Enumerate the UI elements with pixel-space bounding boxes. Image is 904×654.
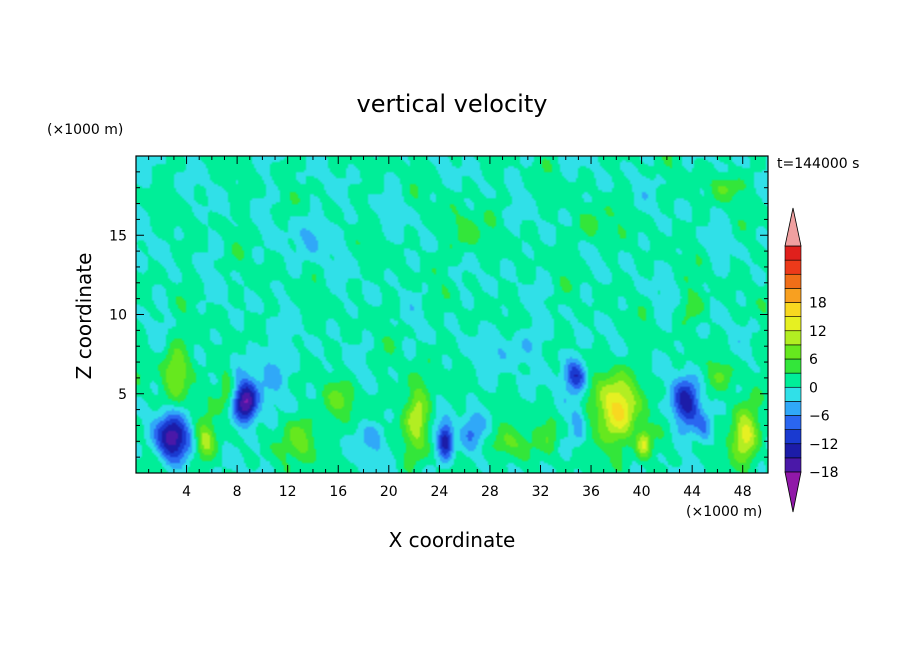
colorbar-tick-label: 0	[809, 380, 818, 396]
y-axis-title: Z coordinate	[72, 253, 96, 380]
colorbar-bin	[784, 358, 802, 374]
colorbar: 18 12 6 0 −6 −12 −18	[784, 207, 839, 513]
colorbar-bin	[784, 273, 802, 289]
velocity-field-heatmap	[136, 156, 768, 473]
x-tick-label: 20	[380, 484, 398, 500]
colorbar-tick-label: −12	[809, 437, 839, 453]
x-tick-label: 48	[734, 484, 752, 500]
x-tick-label: 28	[481, 484, 499, 500]
colorbar-bin	[784, 288, 802, 303]
y-axis-ticks: 5 10 15	[109, 171, 768, 458]
y-tick-label: 15	[109, 228, 127, 244]
x-tick-label: 4	[182, 484, 191, 500]
colorbar-bin	[784, 415, 802, 430]
colorbar-tick-label: −18	[809, 465, 839, 481]
x-axis-ticks: 4 8 12 16 20 24 28 32 36 40 44 48	[148, 156, 756, 500]
colorbar-tick-label: 12	[809, 324, 827, 340]
chart-title: vertical velocity	[357, 90, 548, 118]
x-tick-label: 40	[633, 484, 651, 500]
y-tick-label: 5	[118, 387, 127, 403]
colorbar-bin	[784, 344, 802, 360]
colorbar-bin	[784, 443, 802, 459]
y-tick-label: 10	[109, 308, 127, 324]
colorbar-tick-label: −6	[809, 409, 830, 425]
colorbar-bin	[784, 330, 802, 346]
x-tick-label: 36	[582, 484, 600, 500]
colorbar-bin	[784, 259, 802, 275]
x-tick-label: 44	[683, 484, 701, 500]
x-tick-label: 8	[233, 484, 242, 500]
colorbar-bin	[784, 429, 802, 445]
x-tick-label: 24	[430, 484, 448, 500]
x-axis-unit: (×1000 m)	[686, 504, 762, 520]
colorbar-under-triangle	[784, 471, 802, 513]
x-tick-label: 12	[279, 484, 297, 500]
x-tick-label: 16	[329, 484, 347, 500]
colorbar-tick-label: 18	[809, 296, 827, 312]
colorbar-bin	[784, 245, 802, 261]
colorbar-bin	[784, 386, 802, 402]
time-label: t=144000 s	[777, 156, 859, 172]
colorbar-over-triangle	[784, 207, 802, 247]
colorbar-bin	[784, 372, 802, 388]
colorbar-tick-label: 6	[809, 352, 818, 368]
x-axis-title: X coordinate	[389, 528, 516, 552]
colorbar-bin	[784, 316, 802, 332]
colorbar-bin	[784, 401, 802, 416]
colorbar-bin	[784, 457, 802, 473]
x-tick-label: 32	[532, 484, 550, 500]
y-axis-unit: (×1000 m)	[47, 122, 123, 138]
colorbar-bin	[784, 302, 802, 317]
